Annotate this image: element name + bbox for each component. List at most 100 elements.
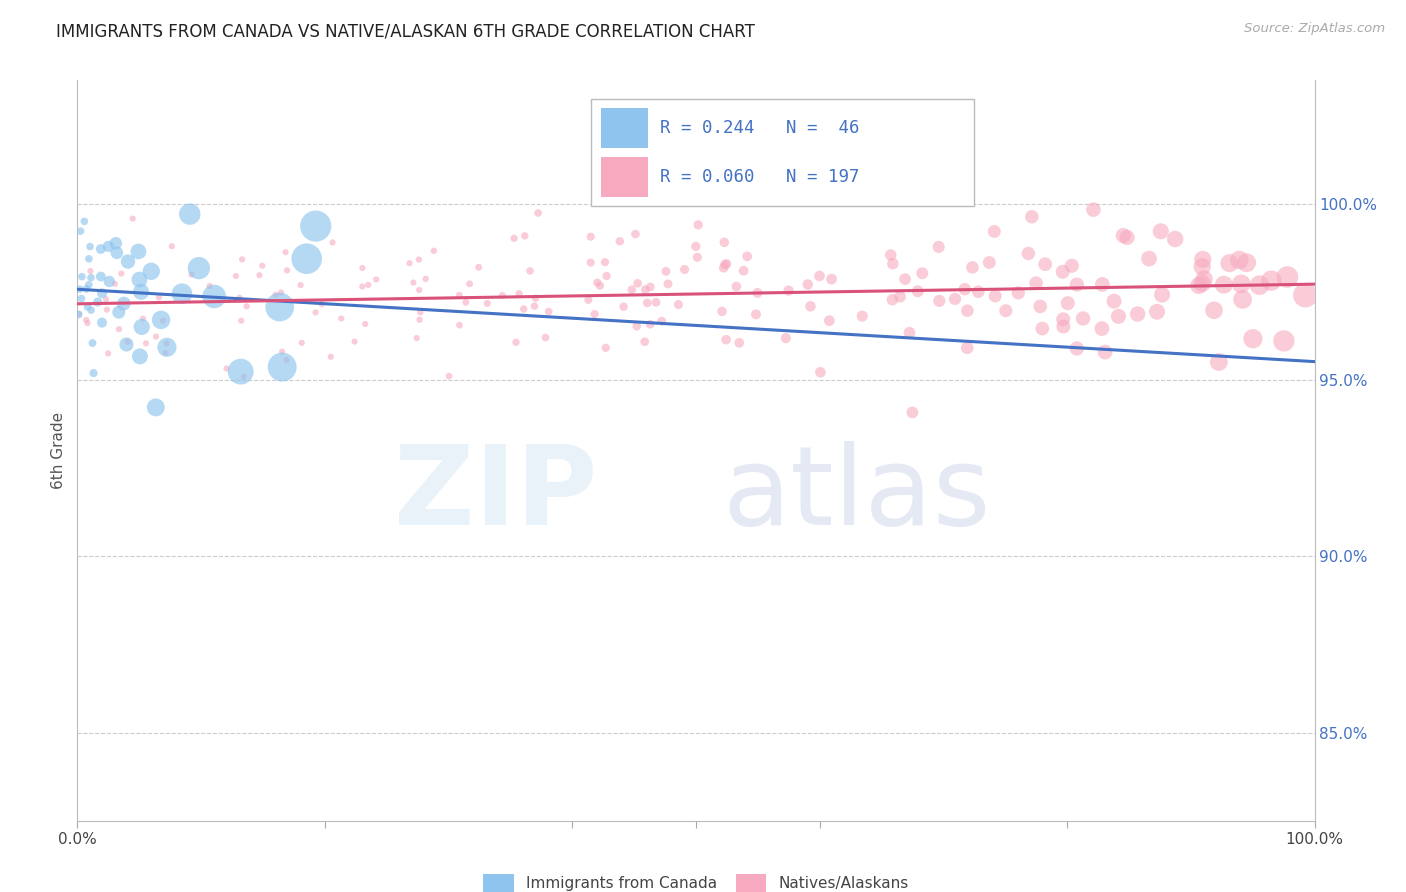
- Point: [180, 268, 202, 282]
- Point: [97, 346, 120, 360]
- Point: [953, 282, 976, 296]
- Point: [77, 277, 100, 292]
- Point: [145, 329, 167, 343]
- Point: [135, 336, 157, 351]
- Point: [512, 301, 534, 316]
- Point: [76, 300, 98, 314]
- Point: [97, 239, 120, 253]
- Point: [851, 309, 873, 323]
- Point: [264, 288, 287, 302]
- Point: [1021, 210, 1043, 224]
- Point: [229, 365, 252, 379]
- Point: [984, 289, 1007, 303]
- Point: [225, 268, 247, 283]
- Point: [107, 305, 129, 319]
- Point: [491, 288, 513, 302]
- Point: [232, 369, 254, 384]
- Point: [962, 260, 984, 275]
- Point: [1191, 252, 1213, 267]
- Point: [86, 295, 108, 310]
- Point: [735, 249, 758, 263]
- Point: [1126, 307, 1149, 321]
- Point: [1192, 272, 1215, 286]
- Point: [508, 286, 530, 301]
- Point: [956, 341, 979, 355]
- Point: [1083, 202, 1105, 217]
- Point: [295, 252, 318, 266]
- Point: [75, 282, 97, 296]
- Point: [415, 272, 437, 286]
- Point: [269, 300, 291, 314]
- Point: [513, 228, 536, 243]
- Point: [983, 224, 1005, 238]
- Point: [627, 277, 650, 291]
- Point: [437, 369, 460, 384]
- Point: [979, 255, 1001, 269]
- Point: [152, 314, 174, 328]
- Point: [1272, 334, 1295, 348]
- Point: [91, 286, 114, 301]
- Point: [714, 333, 737, 347]
- Point: [880, 248, 903, 262]
- Point: [409, 305, 432, 319]
- Point: [405, 331, 427, 345]
- Point: [713, 235, 735, 250]
- Point: [1007, 285, 1029, 300]
- Point: [898, 326, 921, 340]
- Point: [98, 275, 121, 289]
- Point: [141, 264, 163, 278]
- Point: [713, 260, 735, 275]
- Point: [270, 285, 292, 300]
- Point: [733, 263, 755, 277]
- Point: [799, 299, 821, 313]
- Point: [354, 317, 377, 331]
- Point: [1060, 259, 1083, 273]
- Point: [911, 266, 934, 280]
- Point: [290, 278, 312, 293]
- Point: [352, 260, 374, 275]
- Point: [80, 303, 103, 318]
- Point: [928, 293, 950, 308]
- Point: [408, 312, 430, 326]
- Point: [467, 260, 489, 275]
- Point: [1191, 260, 1213, 274]
- Point: [1260, 274, 1282, 288]
- Point: [716, 257, 738, 271]
- Point: [105, 245, 128, 260]
- Point: [343, 334, 366, 349]
- Point: [1052, 312, 1074, 326]
- Point: [1150, 287, 1173, 301]
- Point: [90, 269, 112, 284]
- Point: [1091, 277, 1114, 292]
- Point: [408, 283, 430, 297]
- Point: [626, 319, 648, 334]
- Point: [523, 299, 546, 313]
- Point: [1056, 296, 1078, 310]
- Point: [636, 296, 658, 310]
- Point: [505, 335, 527, 350]
- Point: [1025, 276, 1047, 290]
- Point: [1191, 277, 1213, 291]
- Point: [170, 286, 193, 301]
- Point: [593, 255, 616, 269]
- Point: [928, 240, 950, 254]
- Point: [634, 334, 657, 349]
- Point: [67, 308, 90, 322]
- Point: [156, 340, 179, 354]
- Point: [76, 316, 98, 330]
- Point: [110, 267, 132, 281]
- Point: [519, 264, 541, 278]
- Point: [1052, 319, 1074, 334]
- Point: [352, 279, 374, 293]
- Point: [1277, 270, 1299, 285]
- Point: [215, 361, 238, 376]
- Point: [686, 250, 709, 264]
- Point: [112, 296, 135, 310]
- Point: [889, 290, 911, 304]
- Point: [1150, 224, 1173, 238]
- Point: [668, 297, 690, 311]
- Point: [1241, 332, 1264, 346]
- Point: [79, 264, 101, 278]
- Point: [458, 277, 481, 291]
- Point: [366, 272, 388, 286]
